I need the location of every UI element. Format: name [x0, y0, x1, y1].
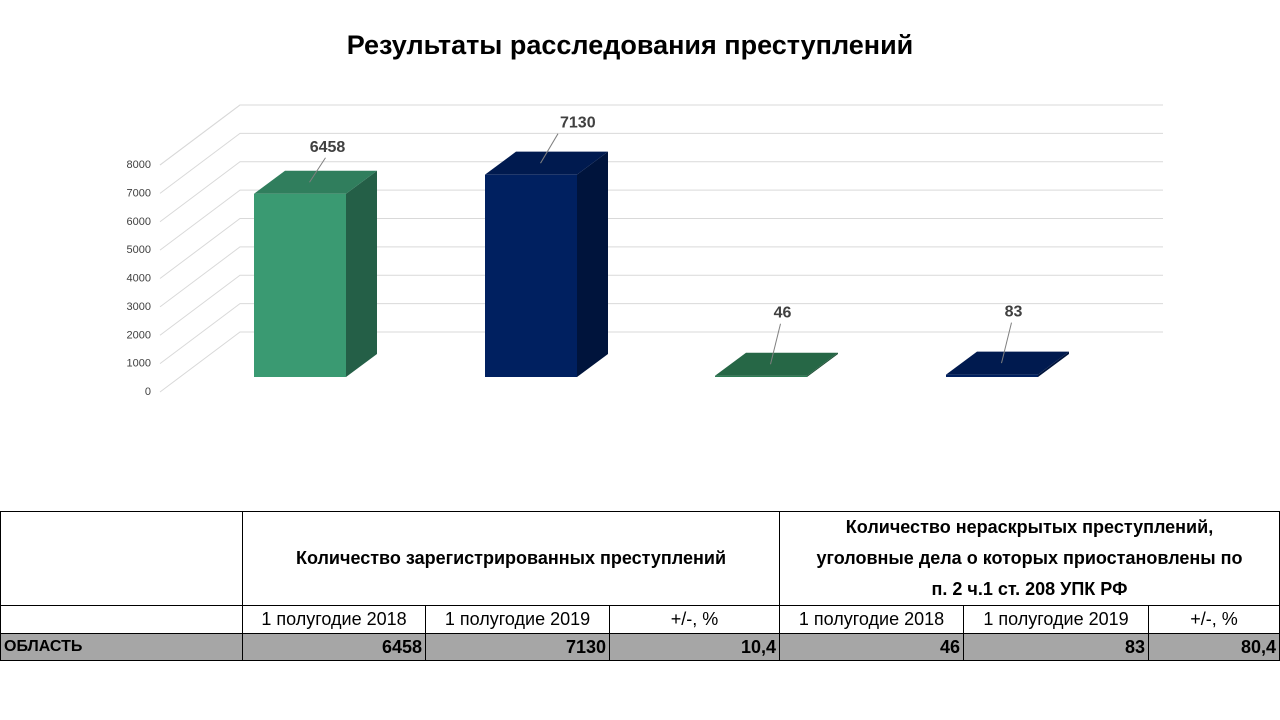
y-tick-label: 3000 [127, 301, 151, 313]
bar-front [254, 193, 346, 377]
y-tick-label: 2000 [127, 329, 151, 341]
gridline [159, 218, 1163, 279]
gridline [159, 189, 1163, 251]
row-value: 6458 [242, 633, 426, 661]
bar-front [715, 375, 807, 377]
subheader-cell: 1 полугодие 2018 [779, 605, 964, 634]
data-table: Количество зарегистрированных преступлен… [0, 511, 1280, 661]
bar-chart: 0 1000 2000 3000 4000 5000 6000 7000 8000 6458 71… [127, 104, 1163, 398]
subheader-cell: 1 полугодие 2019 [963, 605, 1149, 634]
data-label: 6458 [310, 139, 346, 156]
row-value: 10,4 [609, 633, 780, 661]
bars [254, 151, 1069, 377]
group-header-unsolved-line: Количество нераскрытых преступлений, [845, 517, 1214, 537]
y-tick-label: 6000 [127, 216, 151, 228]
data-label: 46 [774, 305, 792, 322]
data-labels: 6458 7130 46 83 [309, 115, 1023, 365]
bar-top [715, 352, 838, 376]
chart-grid [159, 104, 1163, 393]
chart-title: Результаты расследования преступлений [346, 30, 914, 60]
leader-line [1001, 322, 1012, 364]
subheader-cell: +/-, % [1148, 605, 1280, 634]
leader-line [770, 323, 781, 365]
bar-top [485, 151, 608, 175]
bar [485, 151, 608, 377]
bar-side [1038, 351, 1069, 377]
leader-line [309, 157, 326, 183]
y-tick-label: 1000 [127, 358, 151, 370]
subheader-cell: 1 полугодие 2018 [242, 605, 426, 634]
bar-side [346, 170, 377, 377]
data-label: 83 [1005, 304, 1023, 321]
gridline [159, 331, 1163, 393]
table-corner-cell [0, 511, 243, 606]
leader-line [540, 133, 559, 164]
bar [715, 352, 838, 377]
gridline [159, 246, 1163, 308]
bar-side [577, 151, 608, 377]
table-row: ОБЛАСТЬ 6458 7130 10,4 46 83 80,4 [0, 633, 1280, 661]
bar-top [946, 351, 1069, 375]
y-axis-ticks: 0 1000 2000 3000 4000 5000 6000 7000 8000 [127, 159, 151, 398]
group-header-unsolved-line: уголовные дела о которых приостановлены … [816, 548, 1243, 568]
y-tick-label: 0 [145, 386, 151, 398]
row-value: 7130 [425, 633, 610, 661]
gridline [159, 161, 1163, 223]
gridline [159, 274, 1163, 336]
group-header-unsolved-line: п. 2 ч.1 ст. 208 УПК РФ [931, 579, 1128, 599]
y-tick-label: 5000 [127, 244, 151, 256]
bar-front [946, 374, 1038, 377]
y-tick-label: 8000 [127, 159, 151, 171]
bar-front [485, 174, 577, 377]
data-label: 7130 [560, 115, 596, 132]
row-name: ОБЛАСТЬ [0, 633, 243, 661]
y-tick-label: 4000 [127, 273, 151, 285]
bar-side [807, 352, 838, 377]
subheader-cell: +/-, % [609, 605, 780, 634]
group-header-unsolved: Количество нераскрытых преступлений, уго… [779, 511, 1280, 606]
row-value: 80,4 [1148, 633, 1280, 661]
bar [946, 351, 1069, 377]
bar-top [254, 170, 377, 194]
bar [254, 170, 377, 377]
gridline [159, 104, 1163, 166]
y-tick-label: 7000 [127, 187, 151, 199]
subheader-cell: 1 полугодие 2019 [425, 605, 610, 634]
group-header-registered: Количество зарегистрированных преступлен… [242, 511, 780, 606]
gridline [159, 132, 1163, 194]
subheader-empty [0, 605, 243, 634]
row-value: 46 [779, 633, 964, 661]
gridline [159, 303, 1163, 365]
row-value: 83 [963, 633, 1149, 661]
